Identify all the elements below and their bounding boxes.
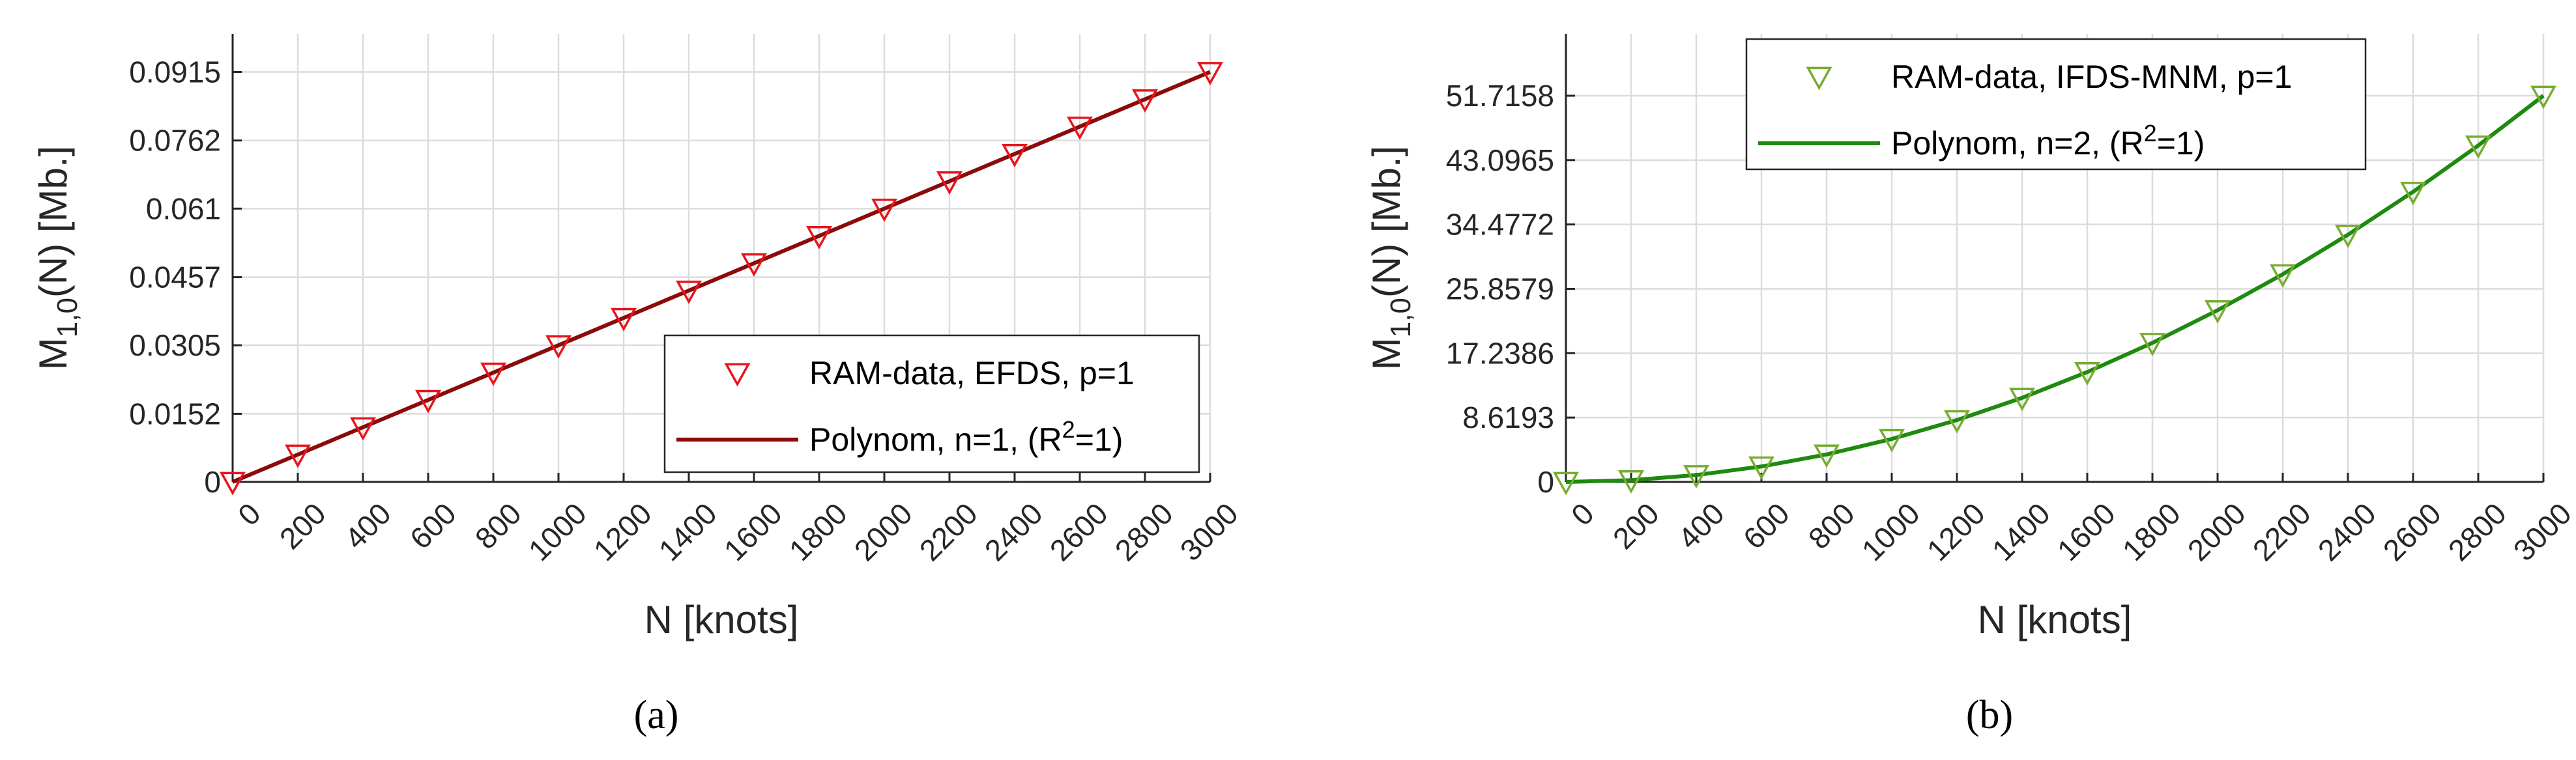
chart-panel-b: 0 8.6193 17.2386 25.8579 34.4772 43.0965 51.71… <box>1365 34 2576 737</box>
x-tick-label: 200 <box>1606 496 1666 556</box>
x-tick-label: 1800 <box>2116 496 2187 567</box>
data-point-marker <box>1132 89 1158 113</box>
data-point-marker <box>1748 456 1774 480</box>
legend-entry-label: RAM-data, IFDS-MNM, p=1 <box>1891 59 2292 95</box>
x-tick-label: 600 <box>403 496 463 556</box>
x-tick-label: 800 <box>469 496 528 556</box>
data-point-marker <box>545 335 572 359</box>
data-point-marker <box>1197 62 1223 86</box>
x-tick-label: 200 <box>273 496 332 556</box>
data-point-marker <box>2074 361 2100 386</box>
x-tick-label: 2000 <box>2181 496 2252 567</box>
data-point-marker <box>2530 85 2556 109</box>
x-tick-label: 1600 <box>717 496 789 567</box>
x-tick-label: 2800 <box>1108 496 1179 567</box>
data-point-marker <box>871 198 897 222</box>
x-tick-label: 400 <box>338 496 398 556</box>
data-point-marker <box>1002 144 1028 167</box>
data-point-marker <box>220 471 246 496</box>
data-point-marker <box>2139 333 2165 357</box>
data-point-marker <box>350 417 376 441</box>
x-tick-label: 3000 <box>2507 496 2576 567</box>
data-point-marker <box>415 389 441 414</box>
data-point-marker <box>1814 444 1840 468</box>
x-tick-label: 1000 <box>1855 496 1926 567</box>
y-tick-label: 25.8579 <box>1446 272 1554 305</box>
data-point-marker <box>1944 410 1970 434</box>
x-tick-label: 1000 <box>522 496 593 567</box>
data-point-marker <box>1879 429 1905 453</box>
y-tick-label: 0.061 <box>146 191 221 225</box>
data-point-marker <box>2270 264 2296 288</box>
x-tick-label: 2200 <box>2246 496 2317 567</box>
x-tick-label: 400 <box>1672 496 1731 556</box>
x-tick-label: 2800 <box>2442 496 2513 567</box>
x-tick-label: 1600 <box>2051 496 2122 567</box>
x-tick-label: 1800 <box>783 496 854 567</box>
data-point-marker <box>2205 300 2231 324</box>
legend-box <box>663 334 1200 473</box>
data-point-marker <box>480 362 506 386</box>
series-line <box>1565 94 2545 484</box>
y-axis-label: M1,0(N) [Mb.] <box>1365 146 1417 370</box>
data-point-marker <box>1618 470 1644 494</box>
data-point-marker <box>741 253 767 277</box>
x-tick-label: 1400 <box>1986 496 2057 567</box>
data-point-marker <box>936 171 962 195</box>
data-point-marker <box>2335 225 2361 249</box>
data-point-marker <box>676 280 702 304</box>
x-tick-label: 1200 <box>587 496 658 567</box>
data-point-marker <box>1553 471 1579 496</box>
x-tick-label: 0 <box>231 496 267 532</box>
data-point-marker <box>1067 117 1093 141</box>
x-axis-label: N [knots] <box>1978 598 2132 641</box>
y-tick-label: 0.0457 <box>129 260 221 294</box>
legend: RAM-data, IFDS-MNM, p=1 Polynom, n=2, (R2… <box>1745 38 2367 171</box>
x-tick-label: 2400 <box>978 496 1049 567</box>
y-tick-label: 8.6193 <box>1462 401 1554 434</box>
y-tick-label: 51.7158 <box>1446 79 1554 113</box>
x-tick-label: 1200 <box>1920 496 1991 567</box>
data-point-marker <box>2400 182 2426 206</box>
legend-entry-label: Polynom, n=2, (R2=1) <box>1891 120 2205 162</box>
x-tick-label: 2000 <box>848 496 919 567</box>
y-tick-label: 0 <box>1537 465 1554 499</box>
y-tick-label: 0.0152 <box>129 397 221 430</box>
y-tick-label: 43.0965 <box>1446 143 1554 177</box>
x-axis-label: N [knots] <box>644 598 799 641</box>
x-tick-label: 2200 <box>913 496 984 567</box>
x-tick-label: 800 <box>1802 496 1861 556</box>
data-point-marker <box>2009 387 2035 412</box>
panel-label: (a) <box>634 693 679 737</box>
x-tick-label: 2600 <box>2377 496 2448 567</box>
y-tick-label: 34.4772 <box>1446 208 1554 242</box>
legend-marker <box>1806 66 1832 91</box>
y-tick-label: 0 <box>204 465 221 499</box>
data-point-marker <box>2465 135 2491 160</box>
y-tick-label: 0.0762 <box>129 124 221 158</box>
y-tick-label: 0.0915 <box>129 55 221 89</box>
x-tick-label: 2600 <box>1043 496 1114 567</box>
data-point-marker <box>611 307 637 331</box>
x-tick-label: 1400 <box>652 496 723 567</box>
series-line <box>231 70 1211 484</box>
y-tick-label: 17.2386 <box>1446 336 1554 370</box>
legend-entry-label: RAM-data, EFDS, p=1 <box>809 355 1135 391</box>
y-axis-label: M1,0(N) [Mb.] <box>31 146 83 370</box>
data-point-marker <box>806 225 832 249</box>
x-tick-label: 600 <box>1737 496 1796 556</box>
x-tick-label: 0 <box>1565 496 1600 532</box>
y-tick-label: 0.0305 <box>129 328 221 362</box>
data-point-marker <box>1683 465 1709 489</box>
x-tick-label: 2400 <box>2311 496 2382 567</box>
panel-label: (b) <box>1966 693 2013 737</box>
legend-entry-label: Polynom, n=1, (R2=1) <box>809 416 1123 458</box>
legend-marker <box>724 363 751 387</box>
legend-box <box>1745 38 2367 171</box>
legend: RAM-data, EFDS, p=1 Polynom, n=1, (R2=1) <box>663 334 1200 473</box>
data-point-marker <box>285 444 311 468</box>
x-tick-label: 3000 <box>1174 496 1245 567</box>
